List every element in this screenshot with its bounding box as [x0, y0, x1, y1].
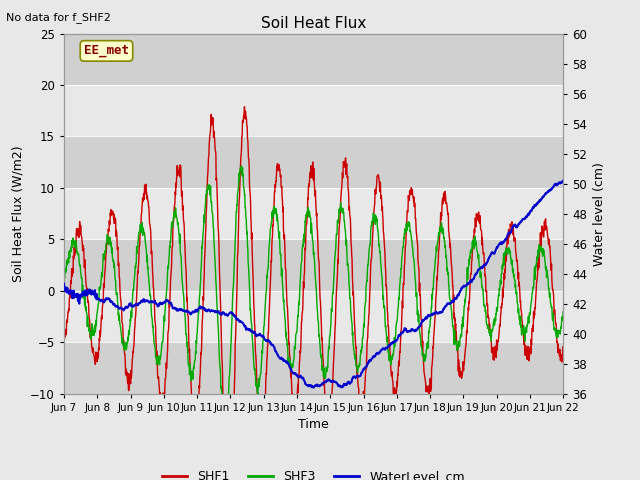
Legend: SHF1, SHF3, WaterLevel_cm: SHF1, SHF3, WaterLevel_cm — [157, 465, 470, 480]
Bar — [64, 188, 563, 240]
Bar — [64, 291, 563, 342]
Bar — [64, 34, 563, 85]
Bar — [64, 342, 563, 394]
Y-axis label: Water level (cm): Water level (cm) — [593, 162, 606, 265]
Bar — [64, 136, 563, 188]
Title: Soil Heat Flux: Soil Heat Flux — [261, 16, 366, 31]
Bar — [64, 85, 563, 136]
Y-axis label: Soil Heat Flux (W/m2): Soil Heat Flux (W/m2) — [12, 145, 25, 282]
Bar — [64, 240, 563, 291]
X-axis label: Time: Time — [298, 418, 329, 431]
Text: EE_met: EE_met — [84, 44, 129, 58]
Text: No data for f_SHF2: No data for f_SHF2 — [6, 12, 111, 23]
